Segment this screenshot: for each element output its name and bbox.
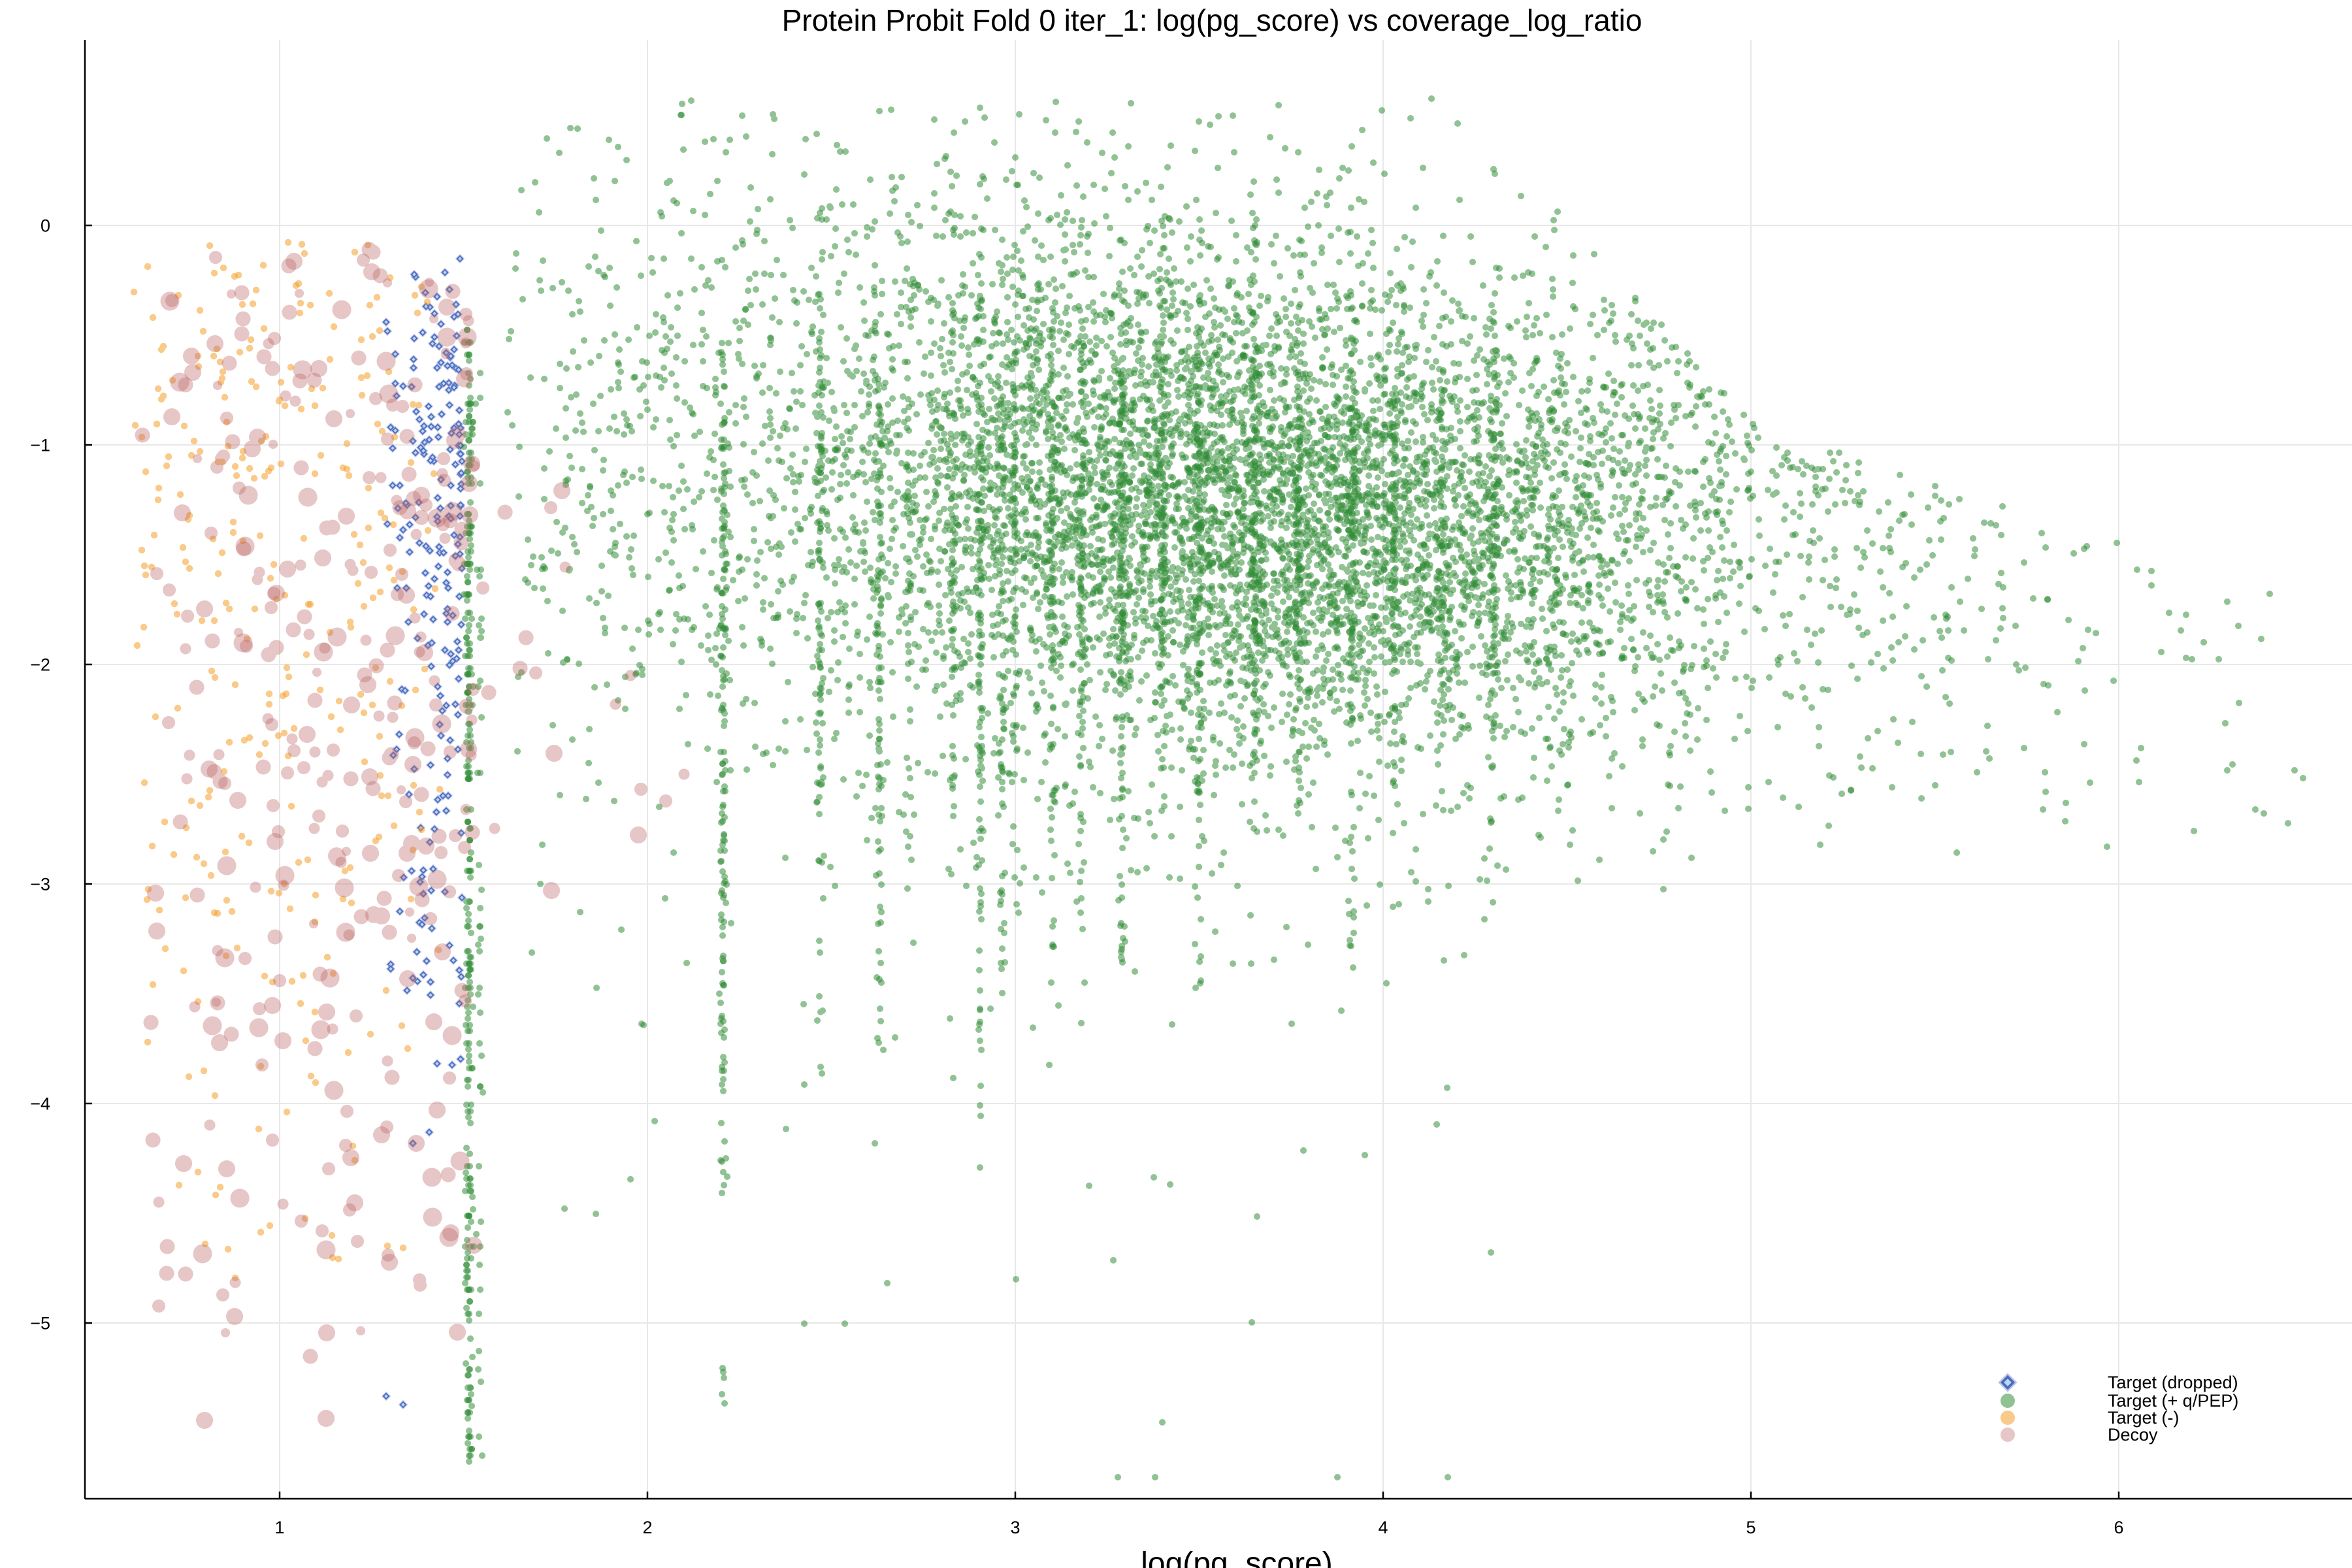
svg-text:−5: −5 [30,1314,50,1333]
svg-text:3: 3 [1010,1518,1020,1537]
svg-text:6: 6 [2114,1518,2123,1537]
svg-text:log(pg_score): log(pg_score) [1141,1546,1332,1568]
svg-text:Decoy: Decoy [2108,1425,2158,1445]
svg-text:5: 5 [1746,1518,1756,1537]
svg-text:0: 0 [41,216,50,236]
svg-text:4: 4 [1378,1518,1388,1537]
svg-text:1: 1 [274,1518,284,1537]
svg-text:−2: −2 [30,655,50,675]
svg-text:−4: −4 [30,1094,50,1114]
svg-text:Target (+ q/PEP): Target (+ q/PEP) [2108,1391,2238,1411]
svg-text:−3: −3 [30,875,50,894]
svg-text:Target (dropped): Target (dropped) [2108,1373,2238,1392]
svg-text:Target (-): Target (-) [2108,1408,2180,1428]
svg-text:−1: −1 [30,436,50,455]
svg-text:Protein Probit Fold 0 iter_1:: Protein Probit Fold 0 iter_1: log(pg_sco… [782,3,1642,37]
svg-text:2: 2 [642,1518,652,1537]
